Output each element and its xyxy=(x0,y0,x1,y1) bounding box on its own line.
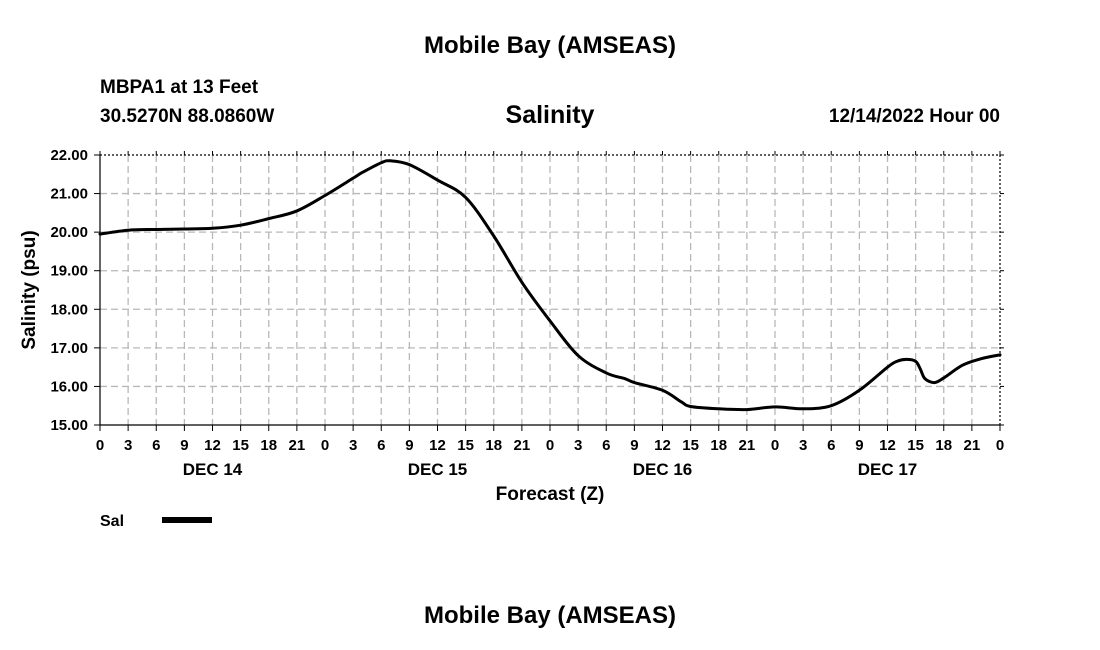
x-tick-label: 3 xyxy=(124,437,132,454)
x-tick-label: 0 xyxy=(771,437,779,454)
date-label: DEC 17 xyxy=(858,460,918,479)
x-tick-label: 12 xyxy=(429,437,446,454)
x-tick-label: 9 xyxy=(405,437,413,454)
y-tick-label: 15.00 xyxy=(50,417,88,434)
x-tick-label: 3 xyxy=(574,437,582,454)
x-tick-label: 6 xyxy=(377,437,385,454)
date-label: DEC 15 xyxy=(408,460,468,479)
y-tick-label: 17.00 xyxy=(50,340,88,357)
x-tick-label: 9 xyxy=(630,437,638,454)
x-tick-label: 0 xyxy=(96,437,104,454)
y-axis-title: Salinity (psu) xyxy=(19,230,40,349)
y-tick-label: 19.00 xyxy=(50,263,88,280)
x-tick-label: 15 xyxy=(682,437,699,454)
issued-datetime: 12/14/2022 Hour 00 xyxy=(828,106,1000,127)
x-tick-label: 21 xyxy=(739,437,756,454)
date-label: DEC 16 xyxy=(633,460,693,479)
y-tick-label: 18.00 xyxy=(50,301,88,318)
variable-title: Salinity xyxy=(505,101,595,129)
x-tick-label: 18 xyxy=(260,437,277,454)
x-tick-label: 6 xyxy=(827,437,835,454)
y-tick-label: 16.00 xyxy=(50,378,88,395)
x-axis-title: Forecast (Z) xyxy=(496,484,605,505)
x-tick-label: 9 xyxy=(855,437,863,454)
y-tick-label: 21.00 xyxy=(50,186,88,203)
x-tick-label: 15 xyxy=(457,437,474,454)
station-label: MBPA1 at 13 Feet xyxy=(100,77,259,98)
x-tick-label: 18 xyxy=(485,437,502,454)
x-tick-label: 6 xyxy=(152,437,160,454)
x-tick-label: 9 xyxy=(180,437,188,454)
x-tick-label: 12 xyxy=(654,437,671,454)
x-tick-label: 0 xyxy=(321,437,329,454)
x-tick-label: 18 xyxy=(710,437,727,454)
chart-title: Mobile Bay (AMSEAS) xyxy=(423,32,677,59)
y-tick-label: 20.00 xyxy=(50,224,88,241)
x-tick-label: 15 xyxy=(907,437,924,454)
x-tick-label: 21 xyxy=(289,437,306,454)
legend-label: Sal xyxy=(100,513,124,530)
x-tick-label: 0 xyxy=(996,437,1004,454)
series-line-sal xyxy=(98,159,1002,412)
x-tick-label: 12 xyxy=(879,437,896,454)
x-tick-label: 0 xyxy=(546,437,554,454)
date-label: DEC 14 xyxy=(183,460,243,479)
x-tick-label: 18 xyxy=(935,437,952,454)
x-tick-label: 21 xyxy=(514,437,531,454)
x-tick-label: 3 xyxy=(349,437,357,454)
x-tick-label: 21 xyxy=(964,437,981,454)
x-tick-label: 3 xyxy=(799,437,807,454)
x-tick-label: 15 xyxy=(232,437,249,454)
station-coords: 30.5270N 88.0860W xyxy=(100,106,275,127)
x-tick-label: 12 xyxy=(204,437,221,454)
y-tick-label: 22.00 xyxy=(50,147,88,164)
x-tick-label: 6 xyxy=(602,437,610,454)
footer-title: Mobile Bay (AMSEAS) xyxy=(423,602,677,629)
